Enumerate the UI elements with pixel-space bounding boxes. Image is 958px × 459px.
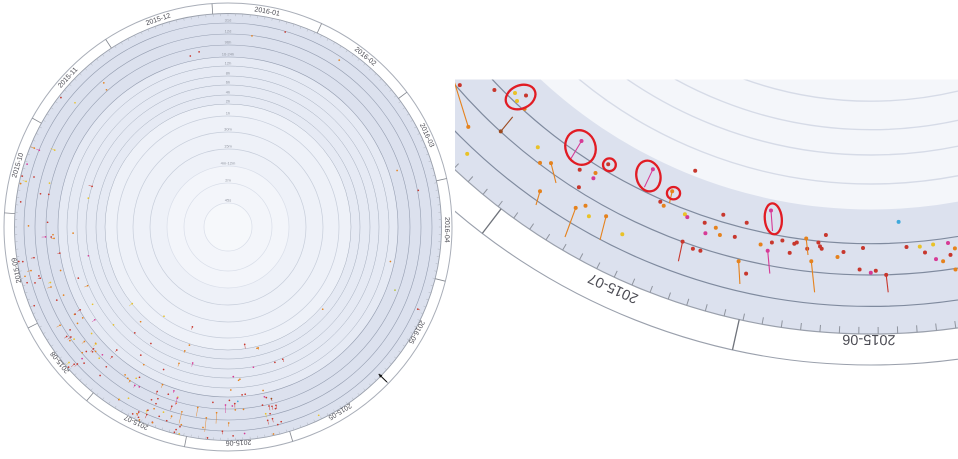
svg-text:4h: 4h (226, 90, 230, 95)
svg-text:12h: 12h (225, 61, 232, 66)
svg-text:31d: 31d (225, 18, 232, 23)
svg-text:2h: 2h (226, 99, 230, 104)
svg-text:16-24h: 16-24h (222, 52, 234, 57)
svg-text:45s: 45s (225, 198, 231, 203)
svg-text:1h: 1h (226, 111, 230, 116)
svg-text:2015-06: 2015-06 (225, 438, 251, 446)
svg-text:8h: 8h (226, 71, 230, 76)
svg-text:2016-04: 2016-04 (443, 217, 450, 243)
svg-text:12d: 12d (225, 29, 232, 34)
svg-text:96h: 96h (225, 40, 232, 45)
svg-text:30m: 30m (224, 127, 232, 132)
svg-text:2m: 2m (225, 178, 231, 183)
svg-text:4m-12m: 4m-12m (221, 161, 236, 166)
svg-text:2015-06: 2015-06 (842, 331, 895, 347)
svg-text:6h: 6h (226, 80, 230, 85)
svg-text:15m: 15m (224, 144, 232, 149)
